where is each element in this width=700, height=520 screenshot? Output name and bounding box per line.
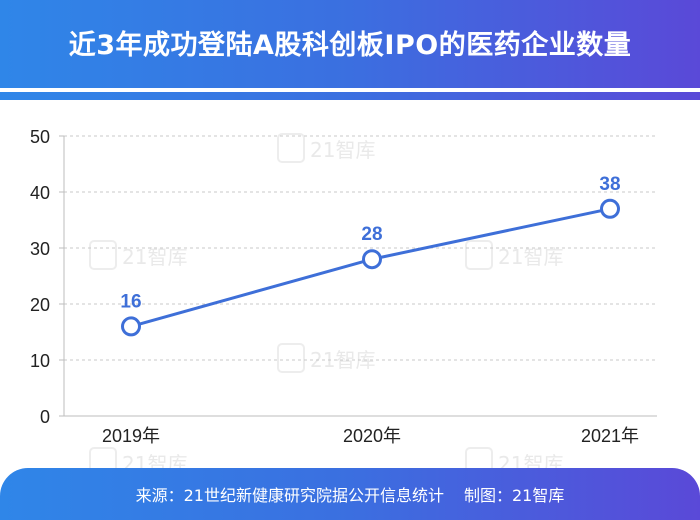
- watermark-text: 21智库: [498, 245, 563, 269]
- line-chart: 21智库 21智库 21智库 21智库 21智库 21智库 0 10 20 30 40 50 201…: [30, 127, 657, 468]
- y-tick-label-50: 50: [30, 127, 50, 147]
- chart-grid: [64, 135, 657, 361]
- data-label-1: 28: [361, 224, 382, 245]
- watermark-logo-icon: [465, 240, 493, 270]
- watermark-2: 21智库: [465, 240, 563, 270]
- watermark-logo-icon: [465, 447, 493, 468]
- header-banner: 近3年成功登陆A股科创板IPO的医药企业数量: [0, 0, 700, 88]
- data-point-1: [362, 249, 382, 270]
- x-tick-label-2: 2021年: [581, 426, 639, 446]
- data-label-0: 16: [120, 291, 141, 312]
- header-stripe: [0, 92, 700, 100]
- footer-source: 来源：21世纪新健康研究院据公开信息统计: [135, 486, 444, 505]
- watermark-text: 21智库: [122, 452, 187, 468]
- watermark-text: 21智库: [498, 452, 563, 468]
- watermark-5: 21智库: [465, 447, 563, 468]
- y-tick-label-40: 40: [30, 183, 50, 203]
- watermark-logo-icon: [277, 133, 305, 163]
- y-tick-label-10: 10: [30, 351, 50, 371]
- watermark-1: 21智库: [89, 240, 187, 270]
- footer-credit: 制图：21智库: [464, 486, 565, 505]
- y-axis: 0 10 20 30 40 50: [30, 127, 65, 427]
- x-tick-label-1: 2020年: [343, 426, 401, 446]
- watermark-4: 21智库: [89, 447, 187, 468]
- x-tick-label-0: 2019年: [102, 426, 160, 446]
- watermark-logo-icon: [89, 240, 117, 270]
- chart-series: [121, 198, 620, 337]
- watermark-logo-icon: [89, 447, 117, 468]
- watermark-0: 21智库: [277, 133, 375, 163]
- watermark-layer: 21智库 21智库 21智库 21智库 21智库 21智库: [89, 133, 563, 468]
- page-title: 近3年成功登陆A股科创板IPO的医药企业数量: [68, 29, 632, 61]
- watermark-text: 21智库: [122, 245, 187, 269]
- watermark-text: 21智库: [310, 138, 375, 162]
- watermark-3: 21智库: [277, 343, 375, 373]
- x-axis: 2019年 2020年 2021年: [64, 415, 657, 446]
- data-point-0: [121, 316, 141, 337]
- chart-data-labels: 16 28 38: [120, 174, 620, 313]
- watermark-logo-icon: [277, 343, 305, 373]
- y-tick-label-20: 20: [30, 295, 50, 315]
- data-point-2: [600, 198, 620, 219]
- y-tick-label-0: 0: [40, 407, 50, 427]
- y-tick-label-30: 30: [30, 239, 50, 259]
- data-label-2: 38: [599, 174, 620, 195]
- footer-banner: 来源：21世纪新健康研究院据公开信息统计 制图：21智库: [0, 468, 700, 520]
